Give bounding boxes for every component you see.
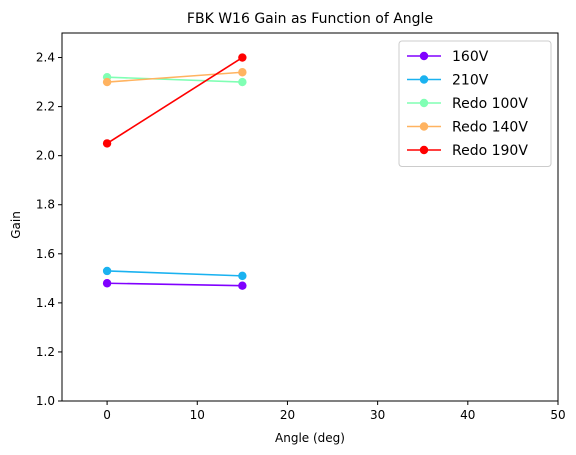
series-line-210v xyxy=(107,270,243,277)
legend-marker-redo-140v xyxy=(419,122,429,131)
data-point-redo-190v xyxy=(102,139,112,148)
x-axis-label: Angle (deg) xyxy=(275,431,345,445)
legend-label-redo-100v: Redo 100V xyxy=(452,96,528,112)
y-tick-label: 1.0 xyxy=(36,394,55,408)
series-line-redo-100v xyxy=(107,76,243,83)
legend-marker-160v xyxy=(419,51,429,61)
legend-box xyxy=(398,40,552,167)
data-point-160v xyxy=(238,281,247,290)
legend-marker-210v xyxy=(419,75,429,84)
x-tick-label: 30 xyxy=(370,408,385,422)
x-tick-label: 0 xyxy=(103,408,111,422)
data-point-210v xyxy=(102,266,112,276)
plot-frame xyxy=(61,32,559,402)
legend-label-210v: 210V xyxy=(452,73,489,89)
x-tick-label: 10 xyxy=(190,408,205,422)
legend: 160V 210V Redo 100V Redo 140V Redo 190V xyxy=(398,40,552,167)
data-point-redo-100v xyxy=(238,77,247,87)
chart-title: FBK W16 Gain as Function of Angle xyxy=(187,11,433,27)
y-tick-label: 2.4 xyxy=(36,51,55,65)
y-tick-label: 1.8 xyxy=(36,198,55,212)
data-point-210v xyxy=(238,271,247,281)
y-tick-label: 1.6 xyxy=(36,247,55,261)
series-line-redo-140v xyxy=(107,71,243,83)
y-tick-label: 2.0 xyxy=(36,149,55,163)
legend-label-redo-190v: Redo 190V xyxy=(452,143,528,159)
plot-area: 0 10 20 30 40 50 1.0 1.2 1.4 1.6 1.8 2.0 2.2 2.4 xyxy=(36,32,566,422)
x-tick-label: 20 xyxy=(280,408,295,422)
y-tick-label: 2.2 xyxy=(36,100,55,114)
y-axis-label: Gain xyxy=(9,211,23,239)
x-tick-label: 40 xyxy=(460,408,475,422)
x-tick-label: 50 xyxy=(550,408,565,422)
data-point-redo-190v xyxy=(238,53,247,62)
legend-label-160v: 160V xyxy=(452,49,489,65)
y-tick-label: 1.2 xyxy=(36,345,55,359)
data-point-redo-140v xyxy=(102,77,112,87)
data-point-redo-140v xyxy=(238,68,247,77)
legend-label-redo-140v: Redo 140V xyxy=(452,120,528,136)
y-tick-label: 1.4 xyxy=(36,296,55,310)
series-line-160v xyxy=(107,282,243,287)
legend-marker-redo-190v xyxy=(419,145,429,155)
series-line-redo-190v xyxy=(106,56,243,145)
legend-marker-redo-100v xyxy=(419,98,429,108)
data-point-160v xyxy=(102,279,112,288)
